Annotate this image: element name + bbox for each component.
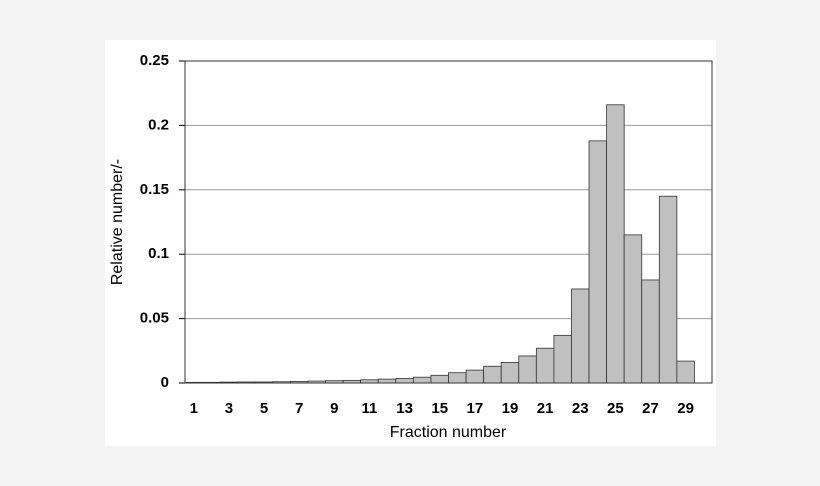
x-tick-label: 5 xyxy=(260,400,268,417)
bar xyxy=(465,369,485,384)
bar xyxy=(571,288,590,384)
x-tick-label: 1 xyxy=(190,400,198,417)
bar xyxy=(535,347,555,384)
x-tick-label: 3 xyxy=(225,400,233,417)
x-axis-label: Fraction number xyxy=(390,424,507,441)
bar xyxy=(500,361,520,384)
bar xyxy=(676,360,695,384)
x-tick-label: 11 xyxy=(362,400,378,417)
x-tick-label: 23 xyxy=(572,400,589,417)
bar xyxy=(430,374,449,384)
bar xyxy=(553,334,572,384)
x-tick-label: 17 xyxy=(467,400,484,417)
x-tick-label: 9 xyxy=(330,400,338,417)
y-tick-label: 0.15 xyxy=(140,181,169,198)
x-tick-label: 29 xyxy=(677,400,694,417)
bar xyxy=(483,365,502,384)
bar xyxy=(448,372,467,384)
y-tick-label: 0.05 xyxy=(140,310,169,327)
bar xyxy=(606,104,625,384)
bar xyxy=(641,279,660,384)
x-tick-label: 15 xyxy=(431,400,448,417)
bar xyxy=(377,378,397,384)
y-tick-label: 0 xyxy=(161,374,169,391)
x-tick-label: 7 xyxy=(295,400,303,417)
x-tick-label: 19 xyxy=(502,400,519,417)
bar xyxy=(412,376,432,384)
x-tick-label: 25 xyxy=(607,400,624,417)
bar xyxy=(658,195,678,384)
y-tick-label: 0.1 xyxy=(148,245,169,262)
bar xyxy=(518,355,537,384)
plot-frame xyxy=(184,60,713,384)
x-tick-label: 13 xyxy=(396,400,413,417)
x-tick-label: 27 xyxy=(642,400,659,417)
bar xyxy=(588,140,607,384)
bar xyxy=(395,378,414,384)
x-tick-label: 21 xyxy=(537,400,554,417)
bar xyxy=(623,234,643,384)
y-tick-label: 0.25 xyxy=(140,52,169,69)
y-axis-label: Relative number/- xyxy=(109,159,126,285)
y-tick-label: 0.2 xyxy=(148,116,169,133)
